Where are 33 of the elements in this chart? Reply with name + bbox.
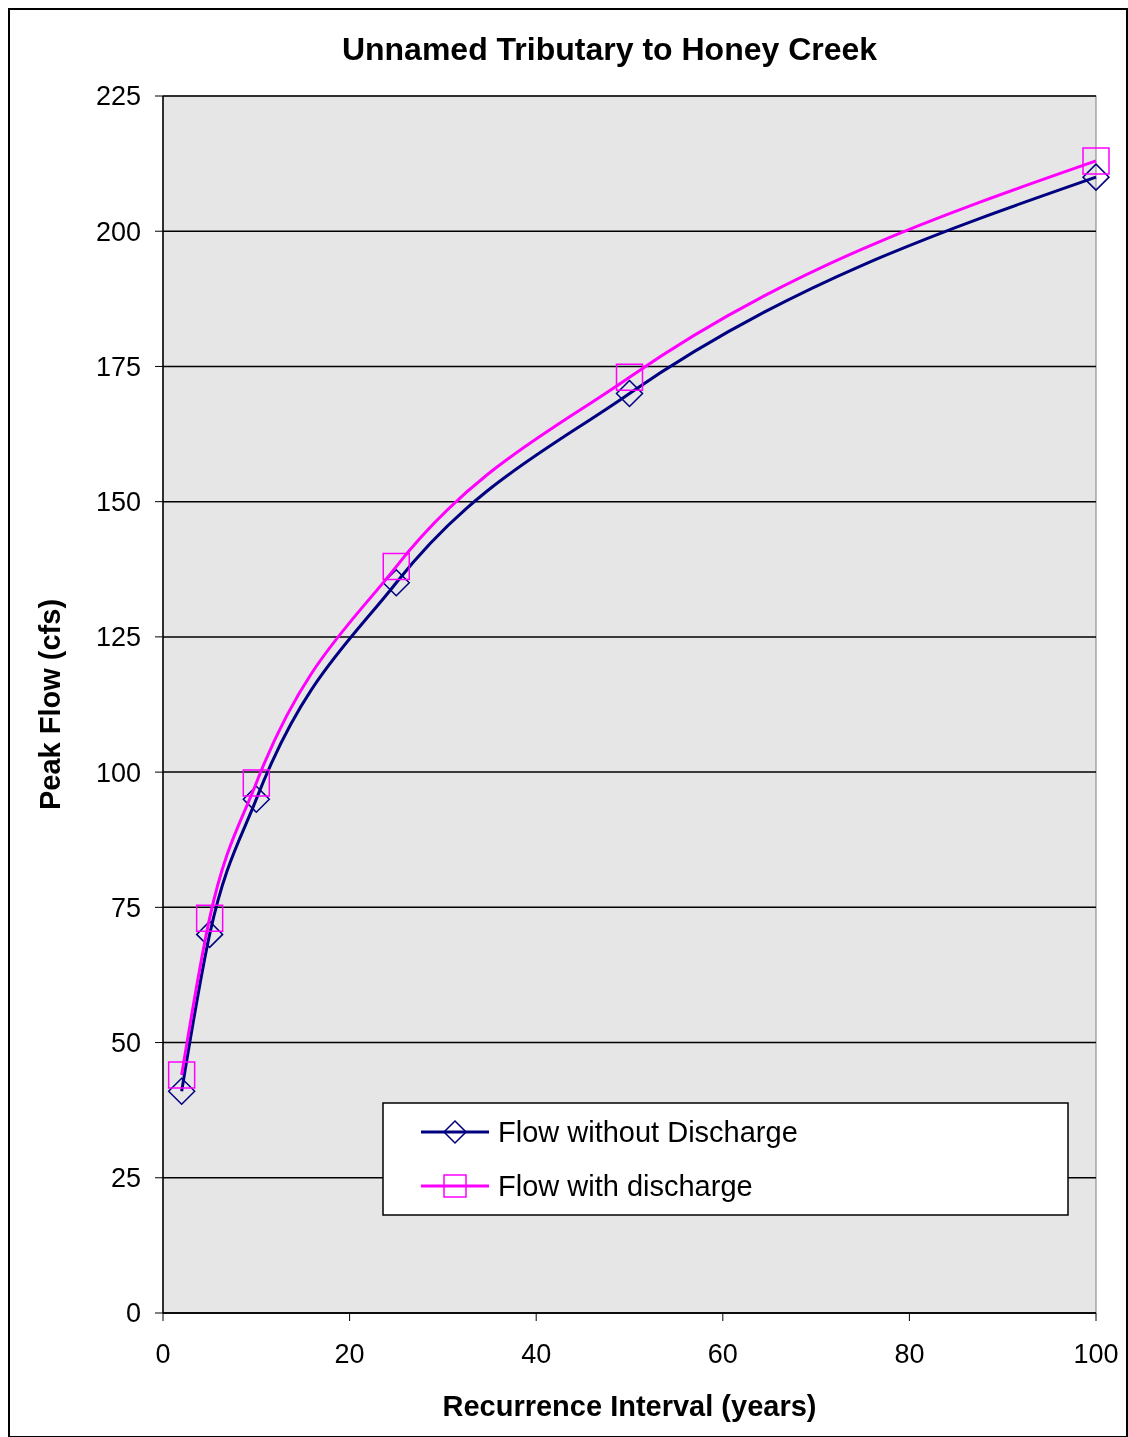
x-tick-label: 60 [707, 1339, 738, 1369]
y-tick-label: 200 [95, 216, 141, 247]
y-tick-label: 100 [95, 757, 141, 788]
point [382, 569, 410, 597]
x-tick-label: 100 [1073, 1339, 1119, 1369]
point [1082, 163, 1110, 191]
y-tick-label: 150 [95, 487, 141, 518]
y-tick-label: 175 [95, 351, 141, 382]
y-tick-label: 125 [95, 622, 141, 653]
point [1082, 147, 1110, 175]
y-tick-label: 0 [125, 1298, 141, 1329]
point [615, 379, 644, 408]
y-tick-label: 75 [110, 892, 141, 923]
x-tick-label: 20 [334, 1339, 365, 1369]
point [195, 920, 224, 949]
point [242, 769, 271, 797]
x-tick-label: 0 [155, 1339, 171, 1369]
point [242, 785, 271, 813]
x-axis-title: Recurrence Interval (years) [442, 1390, 817, 1422]
legend-label: Flow without Discharge [498, 1116, 798, 1149]
point [615, 363, 644, 392]
point [195, 904, 224, 932]
x-tick-label: 40 [521, 1339, 552, 1369]
y-tick-label: 25 [110, 1163, 141, 1194]
x-tick-label: 80 [894, 1339, 925, 1369]
y-tick-label: 50 [110, 1028, 141, 1059]
y-tick-label: 225 [95, 81, 141, 112]
legend-label: Flow with discharge [498, 1170, 753, 1203]
chart-title: Unnamed Tributary to Honey Creek [341, 31, 878, 67]
y-axis-title: Peak Flow (cfs) [34, 598, 66, 811]
point [382, 552, 410, 581]
point [167, 1077, 196, 1105]
point [167, 1061, 196, 1089]
